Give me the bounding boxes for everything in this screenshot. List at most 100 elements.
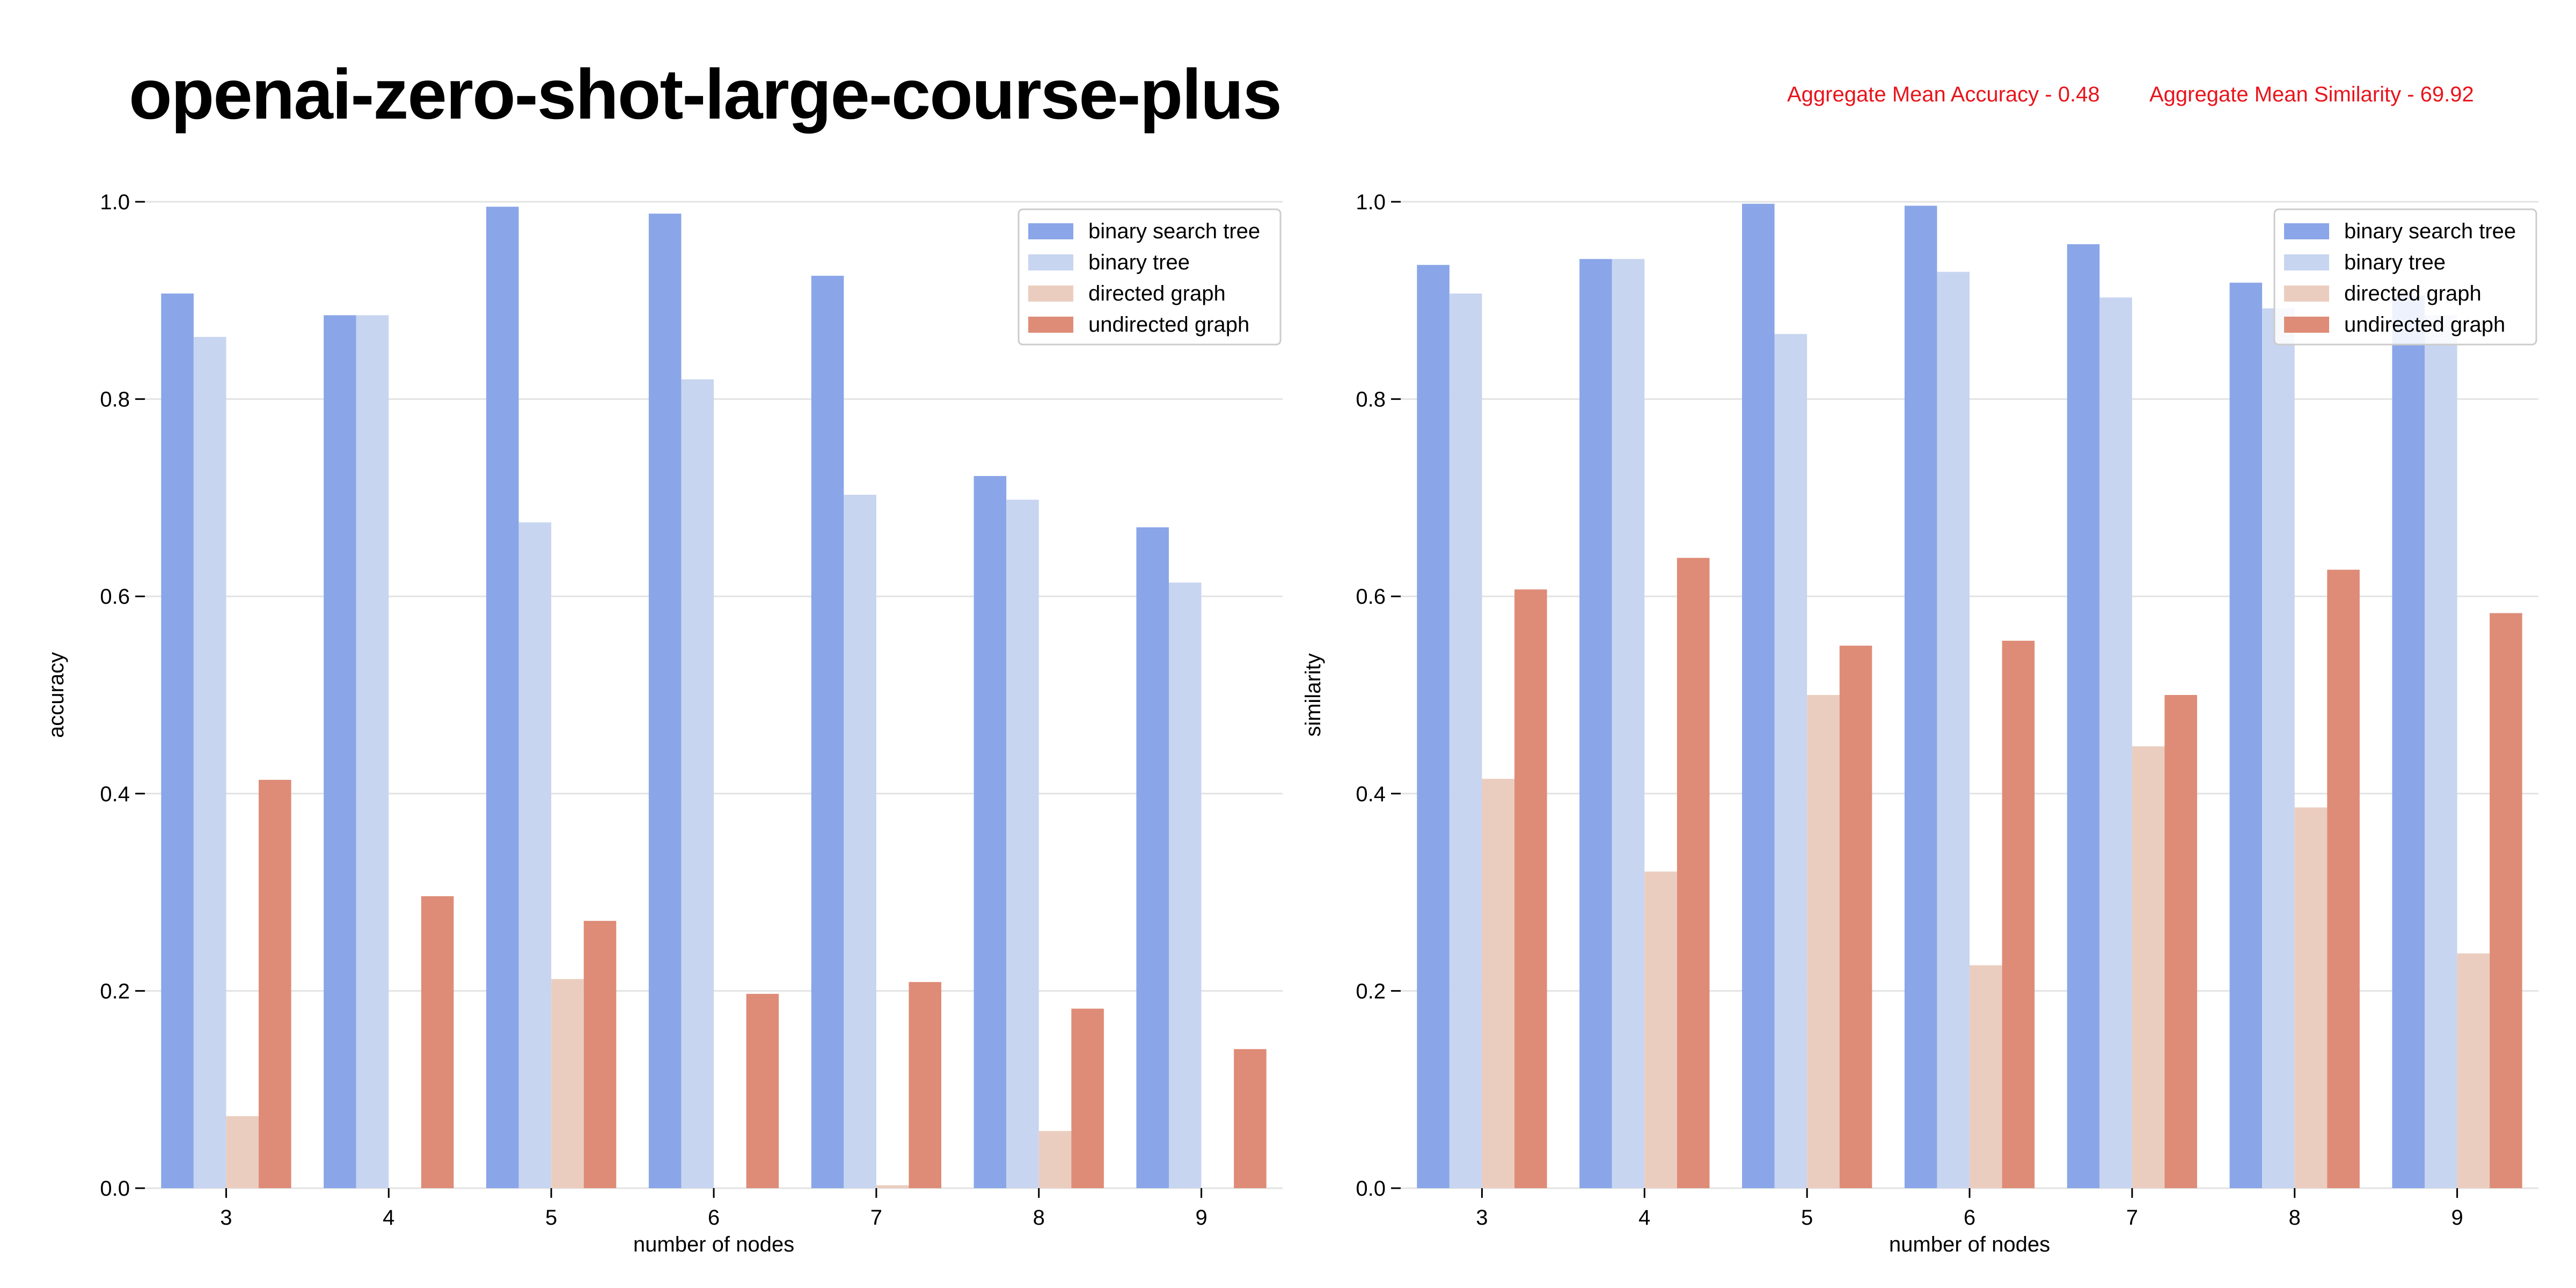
- bar-undirected-graph-9: [2490, 613, 2522, 1188]
- bar-undirected-graph-3: [1514, 589, 1547, 1188]
- legend-swatch: [2284, 223, 2329, 239]
- y-tick-label: 0.6: [1356, 585, 1386, 609]
- bar-undirected-graph-4: [1677, 558, 1710, 1188]
- chart-panel-similarity: 0.0 0.2 0.4 0.6 0.8 1.0 3 4 5 6 7 8 9 number of nodes…: [1301, 191, 2538, 1256]
- y-axis-label: similarity: [1301, 653, 1325, 737]
- legend-swatch: [1028, 254, 1073, 270]
- bar-directed-graph-7: [876, 1185, 909, 1188]
- bar-directed-graph-3: [226, 1116, 259, 1188]
- bar-binary-search-tree-6: [648, 214, 682, 1188]
- x-tick-label: 4: [1638, 1206, 1650, 1230]
- chart-panel-accuracy: 0.0 0.2 0.4 0.6 0.8 1.0 3 4 5 6 7 8 9 number of nodes…: [45, 191, 1283, 1256]
- legend-entry: binary tree: [2344, 251, 2446, 274]
- bar-binary-tree-5: [1774, 334, 1807, 1188]
- bar-undirected-graph-9: [1234, 1049, 1267, 1188]
- x-tick-label: 7: [2126, 1206, 2138, 1230]
- y-tick-label: 0.2: [1356, 979, 1386, 1003]
- y-tick-label: 0.2: [100, 979, 130, 1003]
- y-tick-label: 0.0: [100, 1177, 130, 1201]
- y-tick-label: 0.8: [1356, 388, 1386, 412]
- bar-binary-tree-8: [1006, 500, 1039, 1189]
- x-tick-label: 9: [2451, 1206, 2463, 1230]
- bar-binary-search-tree-7: [2067, 244, 2100, 1189]
- bar-binary-search-tree-5: [1742, 203, 1775, 1188]
- legend-swatch: [2284, 317, 2329, 333]
- x-tick-label: 5: [1801, 1206, 1813, 1230]
- x-tick-label: 8: [2289, 1206, 2301, 1230]
- x-tick-label: 6: [708, 1206, 720, 1230]
- bar-directed-graph-7: [2132, 746, 2165, 1188]
- legend-swatch: [1028, 286, 1073, 302]
- bar-undirected-graph-4: [421, 896, 454, 1188]
- bar-undirected-graph-6: [746, 993, 779, 1188]
- x-tick-label: 5: [545, 1206, 557, 1230]
- legend-entry: undirected graph: [2344, 313, 2505, 336]
- bar-binary-search-tree-8: [2229, 282, 2263, 1188]
- x-tick-label: 9: [1195, 1206, 1207, 1230]
- bar-binary-search-tree-4: [324, 315, 356, 1188]
- aggregate-accuracy-label: Aggregate Mean Accuracy - 0.48: [1787, 83, 2100, 106]
- x-tick-label: 3: [1476, 1206, 1488, 1230]
- bar-undirected-graph-5: [1839, 646, 1872, 1188]
- y-tick-label: 0.8: [100, 388, 130, 412]
- bar-binary-tree-3: [1449, 293, 1482, 1188]
- bar-binary-tree-6: [1937, 272, 1970, 1188]
- bar-directed-graph-5: [551, 979, 584, 1188]
- legend-entry: directed graph: [1088, 282, 1226, 305]
- bar-binary-search-tree-7: [811, 275, 844, 1188]
- legend-box: [1018, 208, 1282, 346]
- bar-binary-search-tree-9: [1136, 527, 1169, 1188]
- bar-undirected-graph-3: [259, 780, 291, 1188]
- bar-binary-search-tree-8: [974, 475, 1007, 1188]
- bar-directed-graph-4: [1644, 872, 1677, 1188]
- bar-binary-tree-6: [681, 379, 714, 1188]
- bar-binary-tree-3: [193, 336, 226, 1188]
- y-tick-label: 0.4: [100, 782, 130, 806]
- y-tick-label: 1.0: [100, 191, 130, 214]
- bar-undirected-graph-8: [2327, 569, 2360, 1188]
- x-tick-label: 4: [383, 1206, 394, 1230]
- x-tick-label: 6: [1964, 1206, 1975, 1230]
- bar-binary-tree-7: [2099, 297, 2132, 1188]
- bar-directed-graph-8: [2294, 807, 2328, 1188]
- bar-binary-search-tree-6: [1904, 206, 1937, 1188]
- bar-undirected-graph-7: [2164, 695, 2197, 1188]
- legend: binary search tree binary tree directed gr…: [2273, 208, 2537, 346]
- bar-binary-tree-7: [844, 494, 876, 1188]
- bar-binary-tree-4: [1612, 259, 1645, 1188]
- legend-swatch: [1028, 223, 1073, 239]
- bar-binary-tree-5: [518, 522, 552, 1188]
- x-axis-label: number of nodes: [1889, 1233, 2050, 1256]
- bar-binary-search-tree-3: [161, 293, 194, 1188]
- bar-binary-search-tree-5: [486, 207, 519, 1189]
- bar-directed-graph-6: [1970, 965, 2002, 1188]
- legend: binary search tree binary tree directed gr…: [1018, 208, 1282, 346]
- y-tick-label: 0.0: [1356, 1177, 1386, 1201]
- y-tick-label: 0.6: [100, 585, 130, 609]
- x-tick-label: 7: [870, 1206, 882, 1230]
- legend-swatch: [1028, 317, 1073, 333]
- bar-directed-graph-8: [1038, 1131, 1072, 1188]
- bar-binary-tree-4: [356, 315, 389, 1188]
- legend-swatch: [2284, 254, 2329, 270]
- bar-undirected-graph-7: [909, 982, 941, 1188]
- x-tick-label: 8: [1033, 1206, 1045, 1230]
- bar-binary-search-tree-9: [2392, 295, 2425, 1188]
- legend-entry: binary search tree: [2344, 219, 2516, 243]
- bar-binary-tree-9: [1169, 582, 1202, 1188]
- bar-binary-search-tree-3: [1417, 265, 1450, 1189]
- bar-undirected-graph-6: [2002, 640, 2035, 1188]
- bar-directed-graph-9: [2457, 953, 2490, 1188]
- bar-binary-tree-9: [2425, 315, 2457, 1188]
- y-axis-label: accuracy: [45, 652, 68, 738]
- y-tick-label: 1.0: [1356, 191, 1386, 214]
- legend-entry: directed graph: [2344, 282, 2482, 305]
- legend-entry: undirected graph: [1088, 313, 1249, 336]
- legend-entry: binary tree: [1088, 251, 1190, 274]
- legend-box: [2273, 208, 2537, 346]
- bar-binary-search-tree-4: [1579, 259, 1612, 1188]
- y-tick-label: 0.4: [1356, 782, 1386, 806]
- bar-directed-graph-5: [1807, 695, 1840, 1188]
- bar-directed-graph-3: [1482, 779, 1514, 1188]
